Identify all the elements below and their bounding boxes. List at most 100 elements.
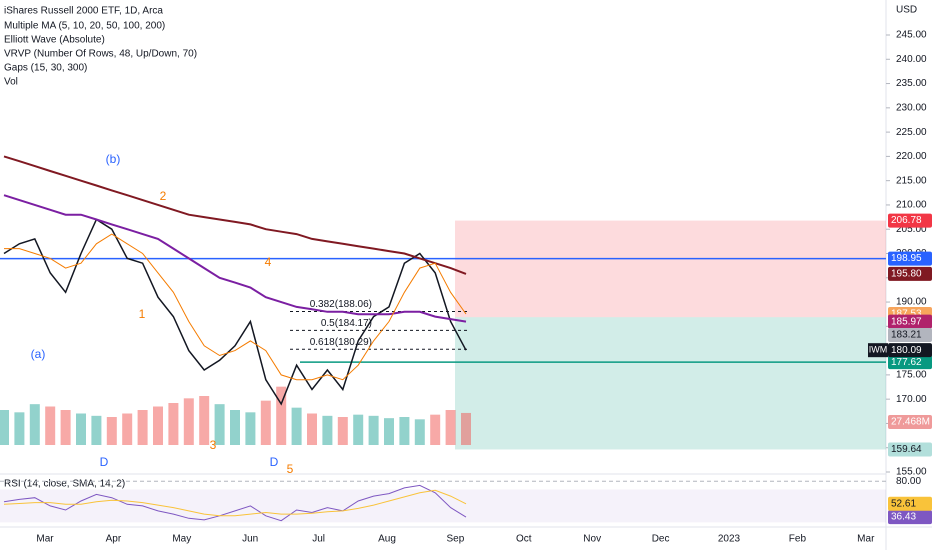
rsi-tag-text: 52.61	[891, 498, 916, 509]
y-tick-label: 190.00	[896, 297, 927, 308]
x-tick-label: Apr	[106, 534, 122, 545]
price-tag-text: 195.80	[891, 269, 922, 280]
price-tag	[888, 328, 932, 343]
moving-average	[3, 155, 467, 275]
volume-bar	[60, 410, 71, 445]
wave-label: D	[270, 455, 279, 469]
stop-tag-text: 206.78	[891, 215, 922, 226]
rsi-tag	[888, 496, 932, 511]
x-tick-label: Jul	[312, 534, 325, 545]
indicator: Elliott Wave (Absolute)	[4, 35, 105, 46]
wave-label: 1	[139, 307, 146, 321]
stop-tag	[888, 213, 932, 228]
y-tick-label: 235.00	[896, 78, 927, 89]
level-tag-text: 198.95	[891, 253, 922, 264]
volume-bar	[245, 412, 256, 445]
volume-bar	[384, 418, 394, 445]
x-tick-label: 2023	[718, 534, 741, 545]
y-tick-label: 245.00	[896, 30, 927, 41]
target-tag	[888, 442, 932, 457]
stop-zone	[455, 220, 886, 318]
x-tick-label: Jun	[242, 534, 258, 545]
volume-bar	[291, 407, 302, 445]
volume-bar	[199, 396, 210, 445]
wave-label: (b)	[106, 152, 121, 166]
rsi-line	[3, 484, 467, 522]
volume-bar	[137, 410, 148, 445]
volume-bar	[76, 413, 86, 445]
y-tick-label: 205.00	[896, 224, 927, 235]
indicator: Gaps (15, 30, 300)	[4, 63, 87, 74]
volume-bar	[353, 414, 364, 445]
indicator: VRVP (Number Of Rows, 48, Up/Down, 70)	[4, 49, 197, 60]
y-tick-label: 155.00	[896, 467, 927, 478]
volume-bar	[153, 406, 163, 445]
volume-bar	[168, 403, 179, 445]
volume-bar	[430, 414, 441, 445]
price-tag	[888, 314, 932, 329]
volume-tag-text: 27.468M	[891, 417, 930, 428]
volume-bar	[461, 412, 471, 445]
level-tag-text: 177.62	[891, 357, 922, 368]
rsi-tag	[888, 510, 932, 525]
volume-bar	[0, 410, 9, 445]
y-tick-label: 210.00	[896, 200, 927, 211]
volume-bar	[307, 413, 317, 445]
volume-bar	[276, 386, 287, 445]
rsi-tag-text: 36.43	[891, 512, 916, 523]
price-tag-text: 187.53	[891, 309, 922, 320]
price-line	[3, 218, 467, 406]
volume-bar	[183, 398, 194, 445]
volume-bar	[399, 417, 410, 445]
target-zone	[455, 317, 886, 450]
volume-bar	[29, 404, 40, 445]
price-tag-text: 180.09	[891, 345, 922, 356]
y-tick-label: 240.00	[896, 54, 927, 65]
moving-average	[4, 233, 467, 381]
volume-bar	[106, 417, 117, 445]
rsi-tick-label: 80.00	[896, 476, 921, 487]
volume-tag	[888, 415, 932, 429]
rsi-title: RSI (14, close, SMA, 14, 2)	[4, 479, 125, 490]
x-tick-label: Sep	[447, 534, 465, 545]
volume-bar	[14, 412, 25, 445]
wave-label: 4	[265, 255, 272, 269]
symbol-tag	[868, 343, 888, 358]
x-tick-label: Dec	[652, 534, 670, 545]
moving-average	[3, 194, 467, 323]
price-tag	[888, 266, 932, 281]
x-tick-label: Mar	[857, 534, 875, 545]
volume-bar	[337, 417, 348, 445]
level-tag	[888, 355, 932, 370]
fib-label: 0.382(188.06)	[310, 299, 372, 310]
price-tag-text: 185.97	[891, 316, 922, 327]
volume-bar	[91, 415, 102, 445]
currency: USD	[896, 5, 917, 16]
fib-label: 0.618(180.29)	[310, 337, 372, 348]
rsi-band	[0, 489, 886, 523]
y-tick-label: 170.00	[896, 394, 927, 405]
y-tick-label: 175.00	[896, 370, 927, 381]
volume-bar	[368, 415, 379, 445]
volume-bar	[45, 406, 56, 445]
y-tick-label: 230.00	[896, 102, 927, 113]
volume-bar	[122, 413, 133, 445]
x-tick-label: Feb	[789, 534, 807, 545]
rsi-line	[3, 489, 467, 517]
y-tick-label: 220.00	[896, 151, 927, 162]
x-tick-label: Oct	[516, 534, 532, 545]
symbol-text: IWM	[869, 345, 888, 355]
wave-label: 3	[210, 438, 217, 452]
fib-label: 0.5(184.17)	[321, 318, 372, 329]
x-tick-label: Nov	[583, 534, 601, 545]
y-tick-label: 225.00	[896, 127, 927, 138]
chart-title: iShares Russell 2000 ETF, 1D, Arca	[4, 6, 163, 17]
wave-label: 5	[287, 462, 294, 476]
price-tag	[888, 343, 932, 358]
volume-bar	[260, 400, 271, 445]
indicator: Vol	[4, 77, 18, 88]
volume-bar	[414, 419, 425, 445]
volume-bar	[214, 404, 225, 445]
price-tag-text: 183.21	[891, 330, 922, 341]
